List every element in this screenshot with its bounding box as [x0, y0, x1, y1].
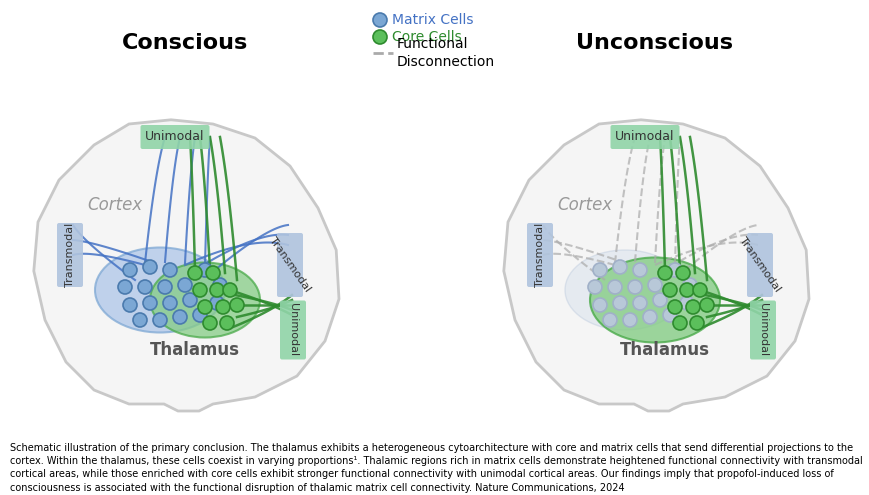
Circle shape: [198, 300, 212, 314]
Circle shape: [653, 293, 667, 307]
Circle shape: [667, 263, 681, 277]
Text: Conscious: Conscious: [122, 33, 248, 53]
Circle shape: [587, 280, 601, 294]
Circle shape: [216, 300, 229, 314]
Text: Transmodal: Transmodal: [65, 223, 75, 287]
Circle shape: [642, 310, 656, 324]
FancyBboxPatch shape: [57, 223, 83, 287]
Circle shape: [173, 310, 187, 324]
Text: Cortex: Cortex: [557, 196, 612, 214]
Circle shape: [198, 263, 212, 277]
Circle shape: [373, 13, 387, 27]
Text: Thalamus: Thalamus: [620, 341, 709, 359]
Circle shape: [667, 300, 681, 314]
Circle shape: [209, 283, 223, 297]
Circle shape: [193, 283, 207, 297]
Text: Matrix Cells: Matrix Cells: [392, 13, 473, 27]
Text: Core Cells: Core Cells: [392, 30, 461, 44]
Circle shape: [229, 298, 243, 312]
Circle shape: [673, 316, 687, 330]
Ellipse shape: [95, 248, 225, 333]
Circle shape: [627, 280, 641, 294]
Circle shape: [178, 278, 192, 292]
Circle shape: [118, 280, 132, 294]
FancyBboxPatch shape: [280, 300, 306, 359]
Circle shape: [680, 296, 693, 310]
Text: Unimodal: Unimodal: [145, 131, 204, 144]
Circle shape: [209, 296, 223, 310]
Circle shape: [622, 313, 636, 327]
Text: Unimodal: Unimodal: [614, 131, 674, 144]
Circle shape: [143, 296, 156, 310]
Ellipse shape: [149, 262, 260, 338]
Polygon shape: [503, 120, 808, 411]
Text: Unconscious: Unconscious: [576, 33, 733, 53]
Circle shape: [593, 298, 607, 312]
Circle shape: [689, 316, 703, 330]
Circle shape: [693, 283, 706, 297]
Circle shape: [662, 308, 676, 322]
Circle shape: [602, 313, 616, 327]
Circle shape: [633, 263, 647, 277]
Circle shape: [143, 260, 156, 274]
Circle shape: [647, 278, 661, 292]
Text: Transmodal: Transmodal: [267, 236, 312, 294]
Circle shape: [123, 263, 136, 277]
Circle shape: [163, 296, 176, 310]
Circle shape: [163, 263, 176, 277]
Circle shape: [613, 260, 627, 274]
Circle shape: [182, 293, 196, 307]
Circle shape: [123, 298, 136, 312]
Text: Functional
Disconnection: Functional Disconnection: [396, 37, 494, 69]
Circle shape: [133, 313, 147, 327]
Text: Transmodal: Transmodal: [534, 223, 544, 287]
Circle shape: [193, 308, 207, 322]
Text: Cortex: Cortex: [87, 196, 143, 214]
Circle shape: [206, 266, 220, 280]
Circle shape: [633, 296, 647, 310]
Text: Unimodal: Unimodal: [288, 303, 298, 356]
Ellipse shape: [564, 250, 684, 330]
Circle shape: [222, 283, 236, 297]
Circle shape: [680, 283, 693, 297]
Circle shape: [153, 313, 167, 327]
FancyBboxPatch shape: [276, 233, 302, 297]
Circle shape: [158, 280, 172, 294]
Circle shape: [373, 30, 387, 44]
Circle shape: [686, 300, 700, 314]
Circle shape: [682, 278, 696, 292]
Circle shape: [675, 266, 689, 280]
Text: Unimodal: Unimodal: [757, 303, 767, 356]
Circle shape: [593, 263, 607, 277]
Circle shape: [220, 316, 234, 330]
Circle shape: [213, 278, 227, 292]
FancyBboxPatch shape: [749, 300, 775, 359]
Circle shape: [607, 280, 621, 294]
Text: Schematic illustration of the primary conclusion. The thalamus exhibits a hetero: Schematic illustration of the primary co…: [10, 443, 862, 493]
Circle shape: [662, 283, 676, 297]
FancyBboxPatch shape: [746, 233, 773, 297]
Circle shape: [188, 266, 202, 280]
Circle shape: [657, 266, 671, 280]
Polygon shape: [34, 120, 339, 411]
Circle shape: [700, 298, 713, 312]
FancyBboxPatch shape: [527, 223, 553, 287]
Circle shape: [202, 316, 216, 330]
Circle shape: [138, 280, 152, 294]
FancyBboxPatch shape: [140, 125, 209, 149]
Ellipse shape: [589, 257, 720, 343]
FancyBboxPatch shape: [610, 125, 679, 149]
Text: Transmodal: Transmodal: [737, 236, 781, 294]
Circle shape: [613, 296, 627, 310]
Text: Thalamus: Thalamus: [149, 341, 240, 359]
